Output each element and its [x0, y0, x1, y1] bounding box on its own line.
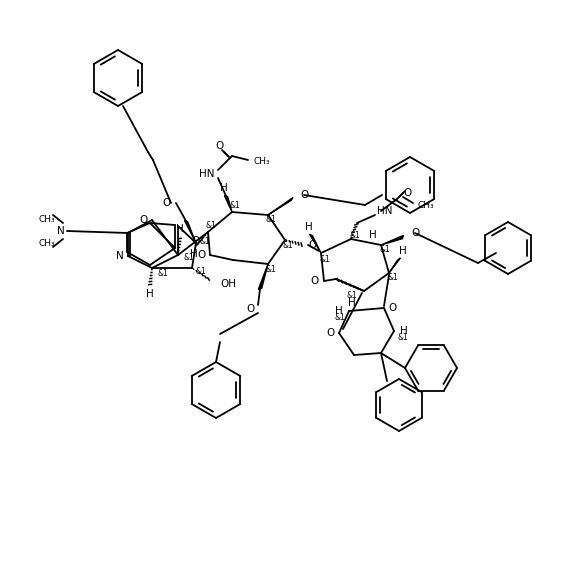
Text: O: O [163, 198, 171, 208]
Text: &1: &1 [388, 273, 398, 282]
Text: CH₃: CH₃ [417, 200, 433, 209]
Text: &1: &1 [205, 221, 216, 229]
Text: &1: &1 [350, 231, 360, 241]
Text: H: H [399, 246, 407, 256]
Text: O: O [216, 141, 224, 151]
Text: H: H [176, 224, 184, 234]
Text: &1: &1 [200, 237, 211, 246]
Text: &1: &1 [230, 200, 240, 209]
Polygon shape [389, 258, 400, 273]
Text: O: O [198, 250, 206, 260]
Text: O: O [308, 240, 316, 250]
Text: O: O [327, 328, 335, 338]
Text: O: O [247, 304, 255, 314]
Text: &1: &1 [398, 332, 409, 341]
Text: H: H [400, 326, 408, 336]
Text: &1: &1 [334, 312, 345, 321]
Text: &1: &1 [184, 254, 195, 263]
Text: HN: HN [198, 169, 214, 179]
Text: N: N [116, 251, 124, 261]
Text: H: H [190, 249, 198, 259]
Text: O: O [140, 215, 148, 225]
Text: CH₃: CH₃ [39, 238, 56, 247]
Text: &1: &1 [380, 246, 390, 255]
Text: CH₃: CH₃ [254, 157, 271, 166]
Text: &1: &1 [266, 264, 276, 273]
Text: O: O [403, 188, 411, 198]
Text: &1: &1 [266, 216, 276, 225]
Text: H: H [220, 183, 228, 193]
Text: &1: &1 [158, 268, 168, 277]
Text: H: H [305, 222, 313, 232]
Text: H: H [369, 230, 377, 240]
Text: &1: &1 [196, 268, 207, 277]
Text: O: O [300, 190, 308, 200]
Polygon shape [309, 234, 321, 253]
Text: O: O [311, 276, 319, 286]
Text: &1: &1 [283, 241, 293, 250]
Text: O: O [191, 236, 199, 246]
Polygon shape [225, 195, 232, 212]
Polygon shape [381, 235, 404, 245]
Text: N: N [57, 226, 65, 236]
Text: &1: &1 [319, 255, 331, 264]
Text: OH: OH [220, 279, 236, 289]
Polygon shape [268, 198, 293, 215]
Text: &1: &1 [347, 291, 357, 301]
Text: O: O [411, 228, 419, 238]
Text: O: O [388, 303, 396, 313]
Polygon shape [184, 220, 196, 243]
Polygon shape [259, 264, 268, 290]
Text: H: H [146, 289, 154, 299]
Text: CH₃: CH₃ [39, 215, 56, 224]
Text: HN: HN [377, 206, 393, 216]
Text: H: H [348, 298, 356, 308]
Text: H: H [335, 306, 343, 316]
